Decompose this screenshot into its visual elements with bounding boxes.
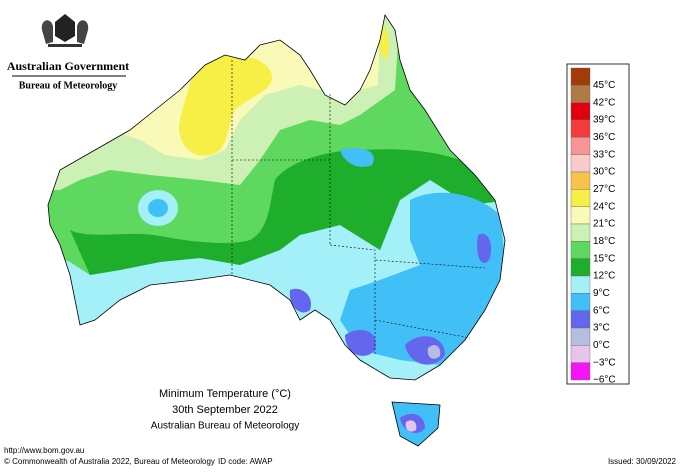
legend-label: −3°C [593,357,616,368]
legend-swatch [570,275,591,294]
legend-label: 3°C [593,323,610,334]
legend-swatch [570,85,591,103]
legend-label: 12°C [593,271,615,282]
legend-label: 6°C [593,305,610,316]
government: Australian Government [7,59,129,73]
legend-label: 9°C [593,288,610,299]
state-borders [231,60,486,355]
legend-label: −6°C [593,375,616,386]
url: http://www.bom.gov.au [4,446,84,455]
legend: 45°C 42°C 39°C 36°C 33°C 30°C 27°C 24°C 21°C 18°C… [570,67,616,386]
legend-swatch [570,102,591,121]
legend-label: 45°C [593,80,615,91]
map-title: Minimum Temperature (°C) [159,388,291,400]
issued: Issued: 30/09/2022 [608,457,677,466]
legend-label: 27°C [593,184,615,195]
legend-swatch [570,258,591,277]
legend-swatch [570,241,591,259]
legend-swatch [570,327,591,346]
legend-swatch [570,345,591,363]
legend-swatch [570,310,591,329]
coastline [47,13,506,381]
agency: Bureau of Meteorology [19,80,118,91]
map-source: Australian Bureau of Meteorology [151,421,299,432]
crest [41,14,89,47]
legend-label: 21°C [593,219,615,230]
legend-label: 0°C [593,340,610,351]
legend-swatch [570,293,591,311]
legend-swatch [570,206,591,225]
legend-label: 24°C [593,201,615,212]
legend-swatch [570,171,591,190]
legend-label: 42°C [593,97,615,108]
legend-swatch [570,119,591,138]
legend-swatch [570,137,591,155]
legend-swatch [570,223,591,242]
legend-swatch [570,154,591,173]
copyright: © Commonwealth of Australia 2022, Bureau… [4,457,215,466]
legend-label: 39°C [593,115,615,126]
legend-swatch [570,67,591,86]
legend-swatch [570,189,591,207]
map-date: 30th September 2022 [172,404,278,416]
id-code: ID code: AWAP [218,457,273,466]
legend-label: 36°C [593,132,615,143]
legend-label: 18°C [593,236,615,247]
legend-swatch [570,362,591,381]
legend-label: 30°C [593,167,615,178]
legend-label: 15°C [593,253,615,264]
legend-label: 33°C [593,149,615,160]
